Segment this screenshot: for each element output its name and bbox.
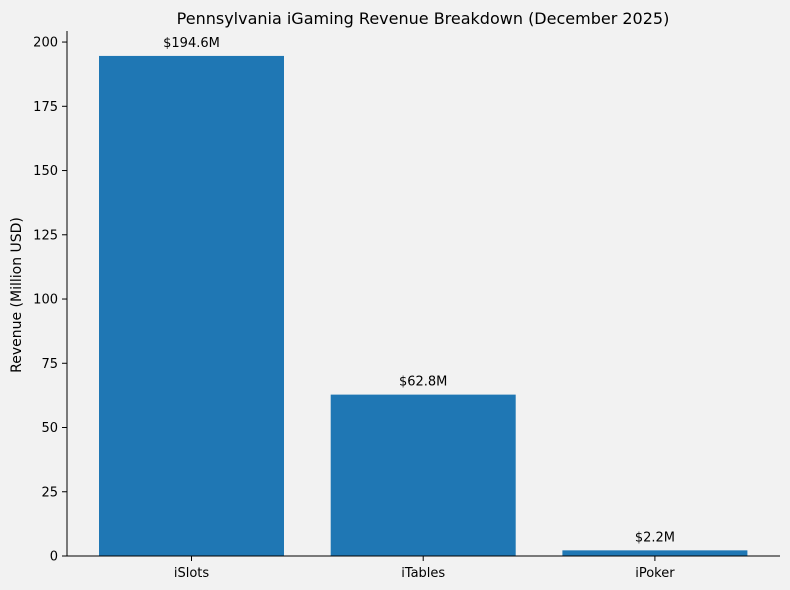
y-axis-label: Revenue (Million USD): [9, 217, 25, 373]
y-tick-label: 200: [33, 36, 58, 51]
y-tick-label: 75: [41, 357, 58, 372]
x-tick-label: iPoker: [635, 566, 675, 581]
chart-title: Pennsylvania iGaming Revenue Breakdown (…: [177, 9, 670, 28]
data-label: $2.2M: [635, 530, 675, 545]
bars-group: $194.6M $62.8M $2.2M: [99, 36, 748, 557]
x-axis-ticks: iSlots iTables iPoker: [174, 556, 675, 581]
x-tick-label: iTables: [401, 566, 445, 581]
y-tick-label: 25: [41, 485, 58, 500]
y-axis-ticks: 0 25 50 75 100 125 150 175 200: [33, 36, 67, 565]
bar-islots: [99, 55, 284, 557]
bar-itables: [330, 394, 516, 556]
y-tick-label: 150: [33, 164, 58, 179]
y-tick-label: 125: [33, 228, 58, 243]
y-tick-label: 0: [50, 550, 58, 565]
x-tick-label: iSlots: [174, 566, 210, 581]
y-tick-label: 175: [33, 100, 58, 115]
y-tick-label: 100: [33, 293, 58, 308]
bar-ipoker: [562, 550, 748, 556]
data-label: $194.6M: [163, 36, 220, 51]
data-label: $62.8M: [399, 375, 447, 390]
y-tick-label: 50: [41, 421, 58, 436]
